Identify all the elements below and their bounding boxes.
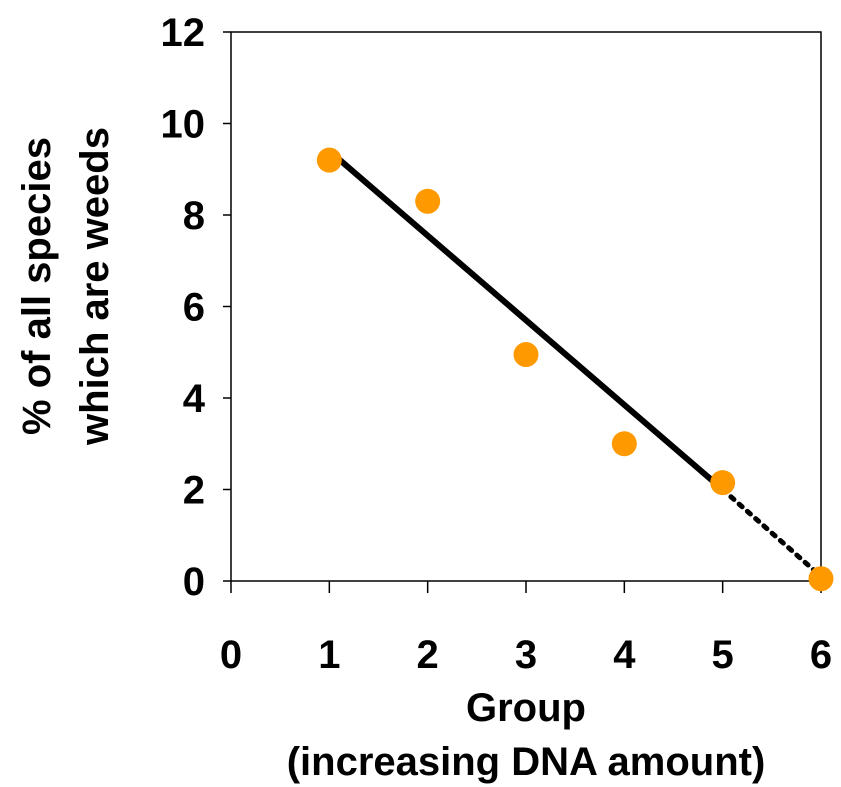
data-point <box>611 431 637 457</box>
y-axis-title-line1: % of all species <box>15 137 59 435</box>
y-tick-label: 12 <box>161 11 206 55</box>
x-axis-title-line2: (increasing DNA amount) <box>287 740 766 784</box>
x-tick-label: 4 <box>613 633 636 677</box>
x-tick-label: 5 <box>712 633 734 677</box>
data-point <box>316 147 342 173</box>
data-point <box>415 188 441 214</box>
x-axis-tick-labels: 0 1 2 3 4 5 6 <box>220 633 832 677</box>
trend-line-solid <box>327 148 725 492</box>
x-tick-label: 6 <box>810 633 832 677</box>
y-tick-label: 4 <box>183 377 206 421</box>
data-point <box>513 342 539 368</box>
x-tick-label: 0 <box>220 633 242 677</box>
x-tick-label: 3 <box>515 633 537 677</box>
y-tick-label: 0 <box>183 560 205 604</box>
x-tick-label: 2 <box>417 633 439 677</box>
y-tick-label: 6 <box>183 286 205 330</box>
y-tick-label: 8 <box>183 194 205 238</box>
data-point <box>808 566 834 592</box>
y-tick-label: 2 <box>183 469 205 513</box>
data-point <box>710 470 736 496</box>
data-points <box>316 147 834 592</box>
y-axis-title-line2: which are weeds <box>73 127 117 446</box>
trend-line-dotted <box>720 487 824 579</box>
x-axis-title-line1: Group <box>466 686 586 730</box>
y-tick-label: 10 <box>161 103 206 147</box>
x-tick-label: 1 <box>318 633 340 677</box>
y-axis-ticks <box>223 31 231 582</box>
y-axis-tick-labels: 0 2 4 6 8 10 12 <box>161 11 206 604</box>
